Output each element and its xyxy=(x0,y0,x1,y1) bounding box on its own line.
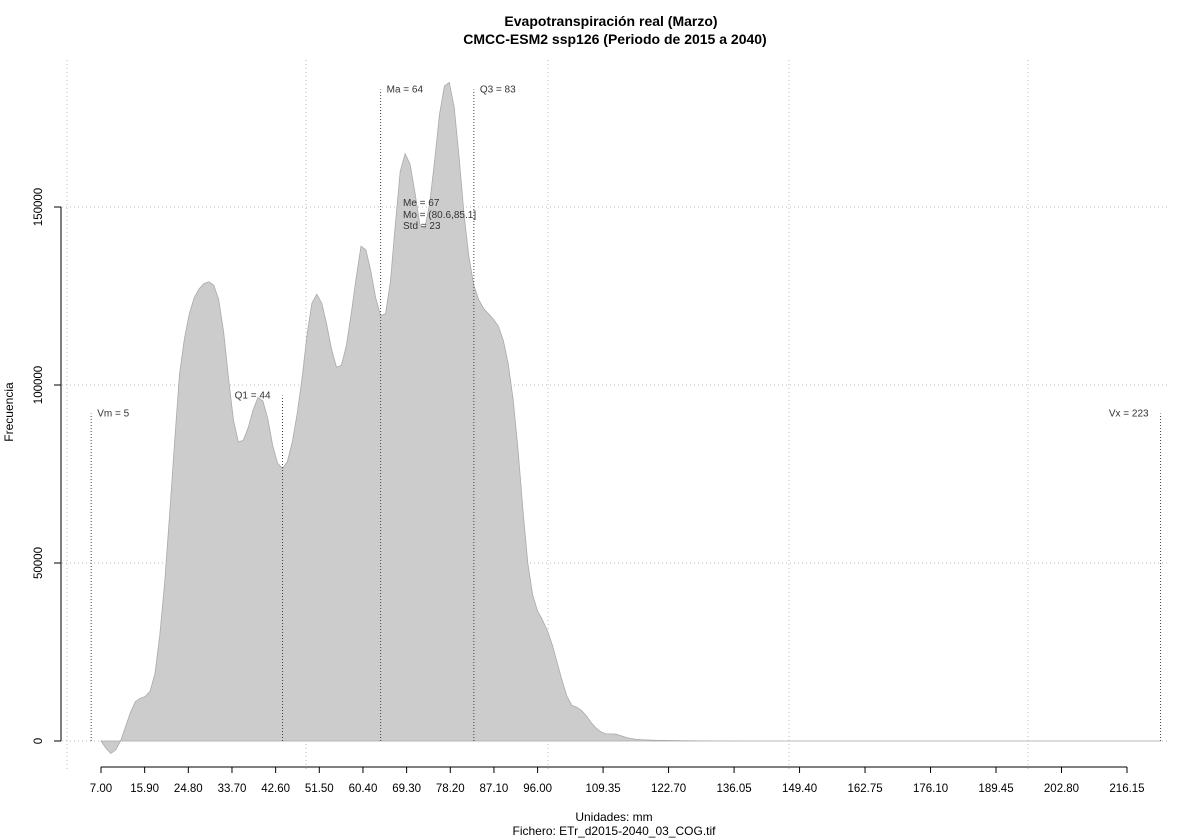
x-tick-label: 216.15 xyxy=(1109,783,1144,795)
stat-mean: Me = 67 xyxy=(403,198,440,209)
chart-subtitle: CMCC-ESM2 ssp126 (Periodo de 2015 a 2040… xyxy=(463,31,766,47)
x-axis-label: Unidades: mm xyxy=(575,810,652,824)
y-tick-label: 100000 xyxy=(33,366,45,404)
marker-label: Ma = 64 xyxy=(387,85,424,96)
x-tick-label: 109.35 xyxy=(585,783,620,795)
density-area xyxy=(100,81,1161,755)
x-tick-label: 149.40 xyxy=(782,783,817,795)
x-tick-label: 189.45 xyxy=(978,783,1013,795)
x-tick-label: 7.00 xyxy=(90,783,112,795)
y-tick-label: 0 xyxy=(33,738,45,744)
stat-mode: Mo = (80.6,85.1] xyxy=(403,210,476,221)
y-tick-label: 50000 xyxy=(33,547,45,579)
x-tick-label: 69.30 xyxy=(392,783,421,795)
x-axis: 7.00 15.90 24.80 33.70 42.60 51.50 60.40 69.30 7… xyxy=(90,766,1145,795)
stat-std: Std = 23 xyxy=(403,221,441,232)
x-tick-label: 51.50 xyxy=(305,783,334,795)
x-tick-label: 87.10 xyxy=(480,783,509,795)
x-tick-label: 15.90 xyxy=(130,783,159,795)
y-axis-label: Frecuencia xyxy=(2,382,16,442)
marker-label: Vm = 5 xyxy=(97,408,129,419)
file-caption: Fichero: ETr_d2015-2040_03_COG.tif xyxy=(513,824,717,838)
x-tick-label: 136.05 xyxy=(716,783,751,795)
stats-block: Me = 67 Mo = (80.6,85.1] Std = 23 xyxy=(403,198,476,232)
marker-lines: Vm = 5 Q1 = 44 Ma = 64 Q3 = 83 Vx = 223 xyxy=(90,85,1162,741)
x-tick-label: 122.70 xyxy=(651,783,686,795)
marker-label: Vx = 223 xyxy=(1109,408,1149,419)
x-tick-label: 96.00 xyxy=(523,783,552,795)
marker-label: Q1 = 44 xyxy=(235,391,271,402)
x-tick-label: 60.40 xyxy=(349,783,378,795)
x-tick-label: 176.10 xyxy=(913,783,948,795)
x-tick-label: 78.20 xyxy=(436,783,465,795)
chart-title: Evapotranspiración real (Marzo) xyxy=(504,13,717,29)
x-tick-label: 24.80 xyxy=(174,783,203,795)
marker-label: Q3 = 83 xyxy=(480,85,516,96)
x-tick-label: 42.60 xyxy=(261,783,290,795)
density-area-path xyxy=(100,81,1161,755)
x-tick-label: 202.80 xyxy=(1044,783,1079,795)
x-tick-label: 33.70 xyxy=(218,783,247,795)
y-tick-label: 150000 xyxy=(33,188,45,226)
y-axis: 0 50000 100000 150000 xyxy=(33,188,62,744)
x-tick-label: 162.75 xyxy=(847,783,882,795)
